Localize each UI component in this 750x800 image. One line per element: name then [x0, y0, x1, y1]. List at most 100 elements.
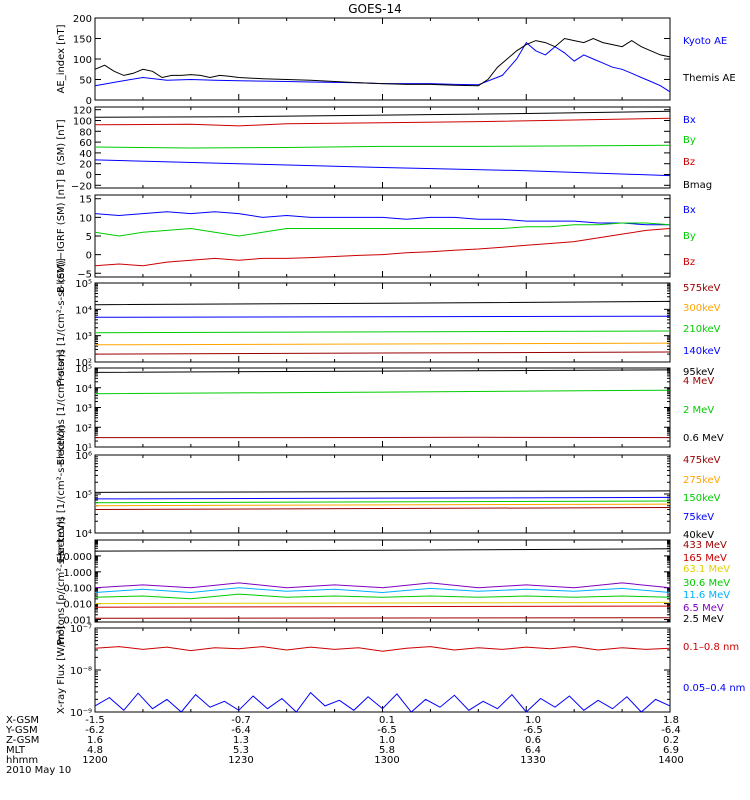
y-tick-label: 100 [73, 55, 92, 66]
legend-entry: 4 MeV [683, 376, 715, 387]
y-tick-label: 150 [73, 35, 92, 46]
legend-entry: 40keV [683, 530, 715, 541]
series-line-475kev [94, 507, 671, 510]
legend-entry: Themis AE [683, 73, 736, 84]
y-tick-label: 10⁵ [75, 364, 92, 375]
orbit-value: 4.8 [87, 745, 103, 756]
y-tick-label: 5 [86, 232, 92, 243]
orbit-value: 5.3 [233, 745, 249, 756]
series-line-0-1-0-8-nm [94, 646, 671, 652]
y-tick-label: 100 [73, 117, 92, 128]
series-line-275kev [94, 503, 671, 507]
legend-entry: 575keV [683, 283, 721, 294]
legend-entry: Bz [683, 257, 696, 268]
orbit-value: 0.6 [525, 735, 541, 746]
y-tick-label: 10⁶ [75, 451, 92, 462]
legend-entry: 150keV [683, 493, 721, 504]
series-line-11-6-mev [94, 587, 671, 594]
y-axis-label: Electrons [1/(cm²-s-sr-keV)] [56, 425, 67, 562]
y-tick-label: 0 [86, 251, 92, 262]
y-axis-label: X-ray Flux [W/m²] [56, 626, 67, 714]
date-text: 2010 May 10 [6, 765, 72, 776]
series-line-63-1-mev [94, 601, 671, 605]
panel-frame [94, 367, 671, 448]
panel-protons_low: 10² 10³ 10⁴ 10⁵ Protons [1/(cm²-s-sr-keV)] [56, 258, 671, 387]
legend-entry: 2 MeV [683, 405, 715, 416]
y-tick-label: 10 [79, 213, 92, 224]
series-line-0-6-mev [94, 369, 671, 373]
orbit-value: -1.5 [85, 715, 105, 726]
chart-title: GOES-14 [348, 2, 402, 16]
y-tick-label: 0 [86, 96, 92, 107]
orbit-value: -6.4 [231, 725, 251, 736]
legend-entry: Kyoto AE [683, 36, 728, 47]
legend-entry: 275keV [683, 475, 721, 486]
series-line-kyoto-ae [94, 41, 671, 93]
legend-entry: 63.1 MeV [683, 564, 731, 575]
legend-entry: Bmag [683, 180, 713, 191]
y-tick-label: 120 [73, 106, 92, 117]
legend-entry: 2.5 MeV [683, 614, 724, 625]
orbit-value: 1300 [374, 755, 400, 766]
y-tick-label: 60 [79, 138, 92, 149]
orbit-value: -6.5 [523, 725, 543, 736]
series-line-by [94, 144, 671, 149]
series-line-575kev [94, 351, 671, 355]
panel-ae: 0 50 100 150 200 AE_index [nT] [56, 14, 671, 107]
orbit-value: 1200 [82, 755, 108, 766]
panel-frame [94, 454, 671, 534]
orbit-row-hhmm: hhmm 1200 1230 1300 1330 1400 [6, 756, 746, 766]
legend-entry: Bx [683, 115, 696, 126]
series-line-bx [94, 159, 671, 177]
y-axis-label: Electrons [1/(cm²-s-sr)] [56, 350, 67, 466]
series-line-6-5-mev [94, 582, 671, 589]
series-line-bx [94, 211, 670, 226]
orbit-value: -6.5 [377, 725, 397, 736]
y-tick-label: 10⁴ [75, 384, 92, 395]
y-tick-label: 0.010 [63, 600, 92, 611]
y-tick-label: 40 [79, 149, 92, 160]
y-axis-label: B (SM) [nT] [56, 119, 67, 175]
orbit-value: -6.4 [661, 725, 681, 736]
panel-electrons_mev: 10¹ 10² 10³ 10⁴ 10⁵ Electrons [1/(cm²-s-sr)] [56, 350, 671, 466]
series-line-95kev [94, 300, 671, 306]
series-line-bz [94, 117, 671, 127]
y-tick-label: −20 [71, 181, 92, 192]
orbit-value: 0.1 [379, 715, 395, 726]
y-axis-label: Protons [1/(cm²-s-sr-keV)] [56, 258, 67, 386]
panel-frame [94, 539, 671, 623]
y-tick-label: −5 [77, 269, 92, 280]
legend-entry: Bx [683, 205, 696, 216]
panel-bdiff: −5 0 5 10 15 B (SM)−IGRF (SM) [nT] [56, 179, 671, 293]
y-tick-label: 0.001 [63, 616, 92, 627]
series-line-150kev [94, 500, 671, 504]
legend-entry: 75keV [683, 512, 715, 523]
legend-entry: 433 MeV [683, 540, 727, 551]
orbit-label: Y-GSM [6, 725, 38, 736]
legend-entry: 0.05–0.4 nm [683, 683, 746, 694]
series-line-bmag [94, 110, 671, 118]
legend-entry: By [683, 231, 696, 242]
y-tick-label: 0 [86, 171, 92, 182]
series-line-140kev [94, 315, 671, 318]
y-tick-label: 10² [75, 423, 92, 434]
orbit-value: 1.6 [87, 735, 103, 746]
y-tick-label: 50 [79, 76, 92, 87]
series-line-210kev [94, 330, 671, 334]
legend-entry: By [683, 135, 696, 146]
orbit-label: Z-GSM [6, 735, 40, 746]
panel-electrons_kev: 10⁴ 10⁵ 10⁶ Electrons [1/(cm²-s-sr-keV)] [56, 425, 671, 563]
panel-frame [94, 17, 671, 101]
orbit-label: hhmm [6, 755, 39, 766]
series-line-433-mev [94, 617, 671, 619]
legend-entry: Bz [683, 157, 696, 168]
legend-entry: 0.1–0.8 nm [683, 642, 740, 653]
series-line-30-6-mev [94, 593, 671, 600]
legend-entry: 475keV [683, 455, 721, 466]
legend-entry: 6.5 MeV [683, 603, 724, 614]
series-line-2-mev [94, 389, 671, 395]
y-tick-label: 10¹ [75, 443, 92, 454]
y-tick-label: 10³ [75, 404, 92, 415]
